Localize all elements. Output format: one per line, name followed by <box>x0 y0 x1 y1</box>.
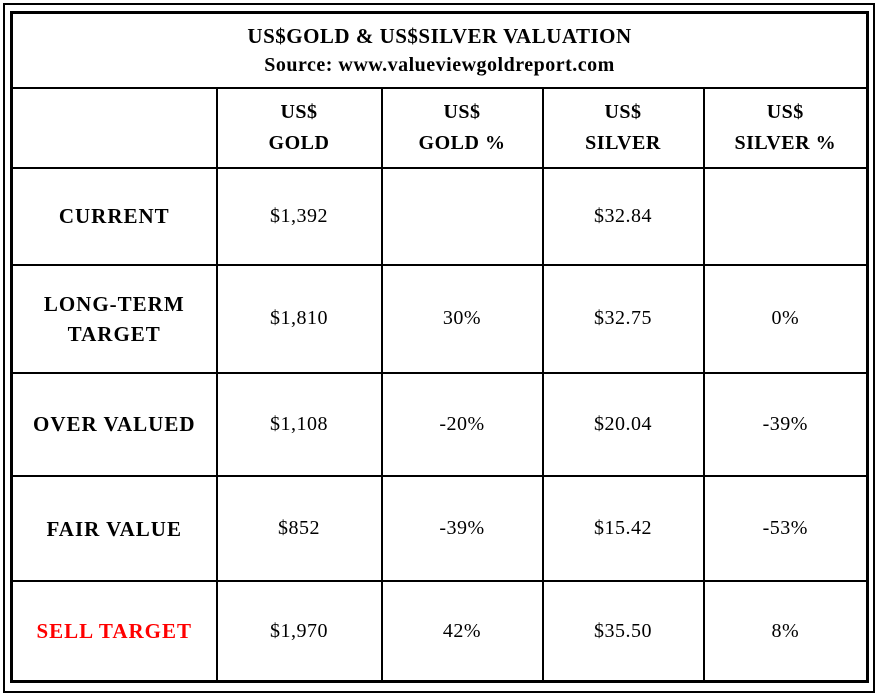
row-label: LONG-TERM TARGET <box>10 263 218 375</box>
row-label-text: FAIR VALUE <box>46 516 182 541</box>
table-row-sell-target: SELL TARGET $1,970 42% $35.50 8% <box>10 580 869 683</box>
row-label: SELL TARGET <box>10 580 218 683</box>
header-cell-us-silver: US$ SILVER <box>541 86 705 169</box>
header-label: US$ <box>604 100 642 123</box>
row-label-text: TARGET <box>67 321 161 346</box>
table-source: Source: www.valueviewgoldreport.com <box>264 53 615 76</box>
outer-frame <box>3 3 875 693</box>
cell-us-silver-pct: -39% <box>702 372 869 478</box>
cell-us-silver-pct: 0% <box>702 263 869 375</box>
cell-us-silver-pct <box>702 166 869 266</box>
row-label: CURRENT <box>10 166 218 266</box>
cell-us-silver-pct: -53% <box>702 475 869 583</box>
cell-us-gold: $1,108 <box>215 372 383 478</box>
row-label-text: SELL TARGET <box>36 618 193 643</box>
cell-us-gold-pct: 30% <box>380 263 544 375</box>
valuation-table: US$GOLD & US$SILVER VALUATION Source: ww… <box>10 11 870 683</box>
header-cell-us-gold: US$ GOLD <box>215 86 383 169</box>
row-label-text: OVER VALUED <box>32 412 196 437</box>
table-title-cell: US$GOLD & US$SILVER VALUATION Source: ww… <box>10 11 869 89</box>
cell-us-silver: $35.50 <box>541 580 705 683</box>
header-label: SILVER <box>585 131 661 154</box>
cell-us-gold-pct: 42% <box>380 580 544 683</box>
table-row-over-valued: OVER VALUED $1,108 -20% $20.04 -39% <box>10 372 869 478</box>
table-row-current: CURRENT $1,392 $32.84 <box>10 166 869 266</box>
header-label: US$ <box>280 100 318 123</box>
cell-us-gold: $1,810 <box>215 263 383 375</box>
cell-us-gold: $1,970 <box>215 580 383 683</box>
cell-us-silver: $20.04 <box>541 372 705 478</box>
table-row-fair-value: FAIR VALUE $852 -39% $15.42 -53% <box>10 475 869 583</box>
header-label: GOLD % <box>418 131 506 154</box>
row-label-text: LONG-TERM <box>43 291 185 316</box>
header-cell-us-gold-pct: US$ GOLD % <box>380 86 544 169</box>
cell-us-silver: $15.42 <box>541 475 705 583</box>
header-label: GOLD <box>268 131 330 154</box>
table-row-long-term-target: LONG-TERM TARGET $1,810 30% $32.75 0% <box>10 263 869 375</box>
cell-us-gold-pct: -20% <box>380 372 544 478</box>
table-title: US$GOLD & US$SILVER VALUATION <box>247 24 632 49</box>
row-label: OVER VALUED <box>10 372 218 478</box>
row-label-text: CURRENT <box>58 204 170 229</box>
header-cell-us-silver-pct: US$ SILVER % <box>702 86 869 169</box>
header-label: SILVER % <box>734 131 837 154</box>
cell-us-gold-pct <box>380 166 544 266</box>
table-title-row: US$GOLD & US$SILVER VALUATION Source: ww… <box>10 11 869 89</box>
cell-us-silver: $32.75 <box>541 263 705 375</box>
row-label: FAIR VALUE <box>10 475 218 583</box>
cell-us-gold: $852 <box>215 475 383 583</box>
cell-us-silver: $32.84 <box>541 166 705 266</box>
table-header-row: US$ GOLD US$ GOLD % US$ SILVER US$ SILVE… <box>10 86 869 169</box>
header-label: US$ <box>443 100 481 123</box>
header-label: US$ <box>766 100 804 123</box>
cell-us-silver-pct: 8% <box>702 580 869 683</box>
header-cell-empty <box>10 86 218 169</box>
cell-us-gold: $1,392 <box>215 166 383 266</box>
cell-us-gold-pct: -39% <box>380 475 544 583</box>
